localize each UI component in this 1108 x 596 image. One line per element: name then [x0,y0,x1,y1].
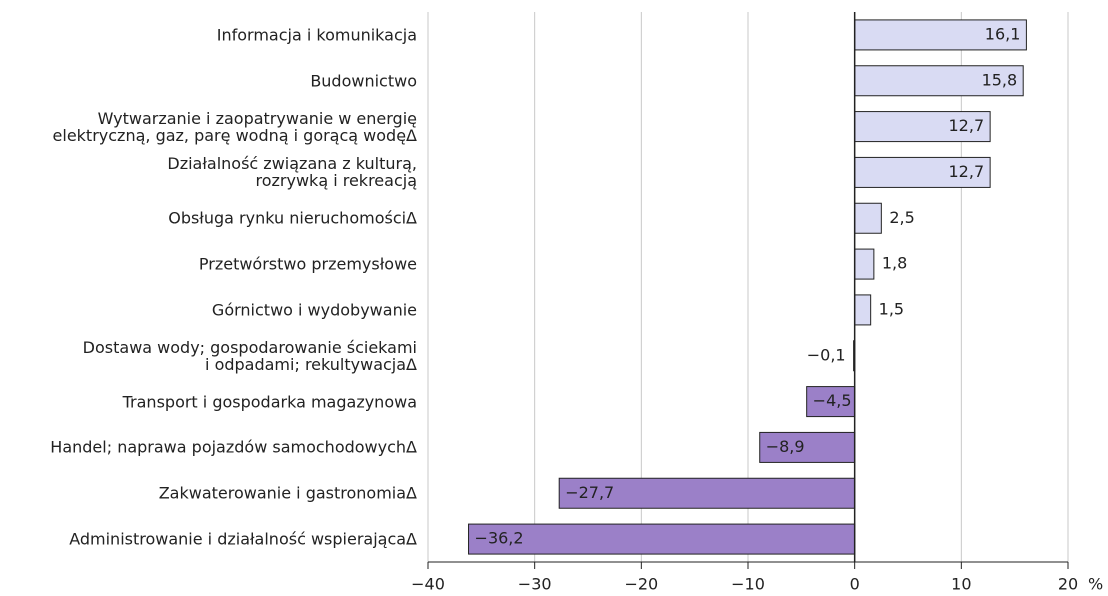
x-tick-label: 0 [850,575,860,594]
bar [854,65,1024,97]
value-label: −8,9 [766,437,805,456]
category-label: Transport i gospodarka magazynowa [122,392,417,412]
x-tick-label: −10 [731,575,765,594]
category-label: Działalność związana z kulturą, rozrywką… [167,154,417,191]
bar [806,386,856,418]
bar [854,156,991,188]
value-label: 1,8 [882,254,907,273]
category-label: Wytwarzanie i zaopatrywanie w energię el… [52,108,417,145]
x-tick-label: −30 [518,575,552,594]
value-label: −36,2 [475,529,524,548]
value-label: 15,8 [982,70,1018,89]
x-tick-label: −20 [624,575,658,594]
value-label: −0,1 [807,345,846,364]
bar [558,477,856,509]
value-label: 1,5 [879,299,904,318]
x-tick-label: 20 [1058,575,1078,594]
bar [468,523,856,555]
x-tick-label: −40 [411,575,445,594]
bar [854,202,882,234]
bar [854,111,991,143]
category-label: Zakwaterowanie i gastronomiaΔ [158,483,417,503]
category-label: Przetwórstwo przemysłowe [198,254,417,274]
category-label: Górnictwo i wydobywanie [211,300,417,320]
category-label: Dostawa wody; gospodarowanie ściekami i … [82,337,417,374]
category-label: Budownictwo [310,71,417,91]
value-label: −4,5 [813,391,852,410]
bar [759,431,856,463]
bar [854,294,872,326]
value-label: 12,7 [949,162,985,181]
x-unit: % [1088,575,1103,594]
category-label: Administrowanie i działalność wspierając… [69,529,417,549]
bar [854,248,875,280]
value-label: 12,7 [949,116,985,135]
category-label: Handel; naprawa pojazdów samochodowychΔ [50,437,417,457]
value-label: 16,1 [985,24,1021,43]
value-label: 2,5 [889,208,914,227]
category-label: Informacja i komunikacja [216,25,417,45]
category-label: Obsługa rynku nieruchomościΔ [168,208,417,228]
x-tick-label: 10 [951,575,971,594]
value-label: −27,7 [565,483,614,502]
